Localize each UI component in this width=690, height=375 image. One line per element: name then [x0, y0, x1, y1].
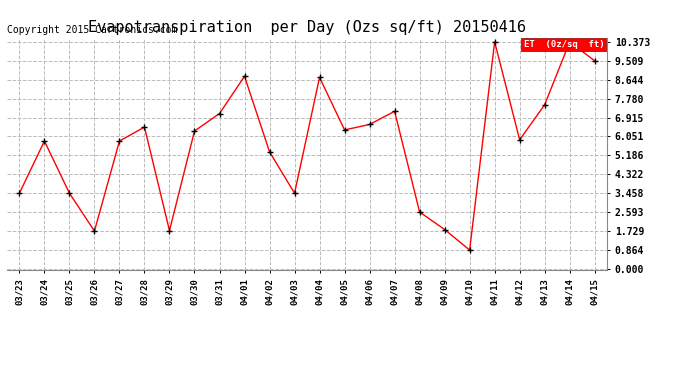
Text: Copyright 2015 Cartronics.com: Copyright 2015 Cartronics.com: [7, 25, 177, 35]
Title: Evapotranspiration  per Day (Ozs sq/ft) 20150416: Evapotranspiration per Day (Ozs sq/ft) 2…: [88, 20, 526, 35]
Text: ET  (0z/sq  ft): ET (0z/sq ft): [524, 40, 604, 49]
